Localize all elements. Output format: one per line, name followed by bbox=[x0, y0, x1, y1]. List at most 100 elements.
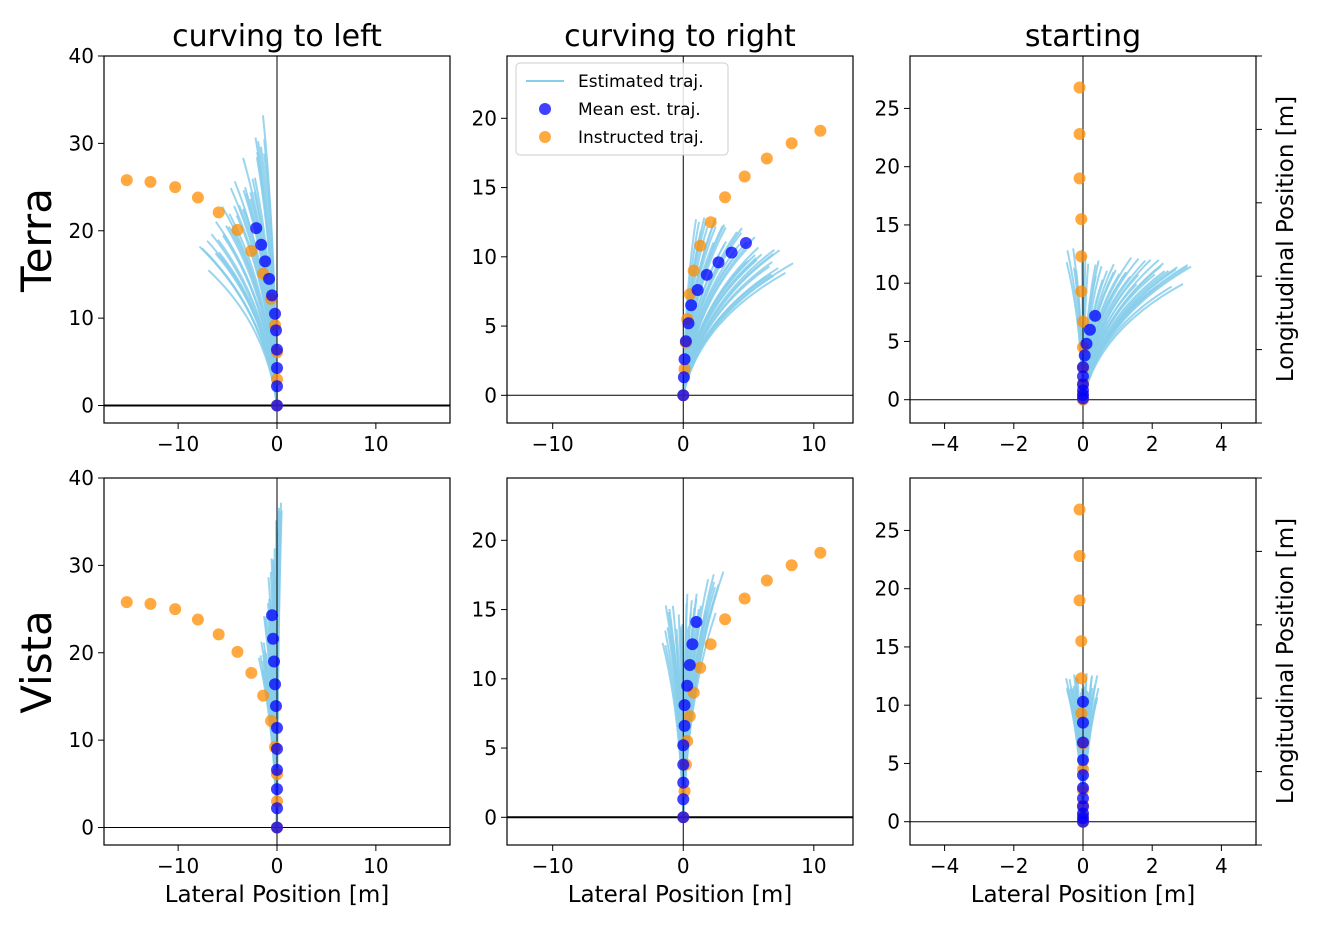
legend-instructed-label: Instructed traj. bbox=[578, 128, 704, 148]
x-tick-label: −2 bbox=[999, 432, 1028, 456]
instructed-point bbox=[704, 216, 717, 229]
x-tick-label: 10 bbox=[363, 432, 388, 456]
mean-point bbox=[271, 343, 283, 356]
instructed-point bbox=[694, 661, 707, 674]
mean-point bbox=[685, 299, 698, 312]
y-tick-label: 0 bbox=[887, 810, 900, 834]
mean-point bbox=[271, 361, 283, 374]
instructed-point bbox=[191, 613, 204, 626]
legend-instructed-swatch bbox=[539, 131, 551, 143]
legend-mean-label: Mean est. traj. bbox=[578, 100, 701, 120]
mean-point bbox=[677, 739, 690, 752]
x-tick-label: 2 bbox=[1146, 854, 1159, 878]
instructed-point bbox=[1077, 315, 1089, 328]
x-tick-label: 0 bbox=[677, 432, 690, 456]
instructed-point bbox=[1075, 635, 1088, 648]
mean-point bbox=[266, 609, 279, 622]
instructed-point bbox=[245, 244, 258, 257]
x-tick-label: 0 bbox=[1077, 432, 1090, 456]
instructed-point bbox=[738, 170, 751, 183]
x-tick-label: 4 bbox=[1215, 854, 1228, 878]
instructed-point bbox=[760, 152, 773, 165]
instructed-point bbox=[1075, 213, 1088, 226]
instructed-point bbox=[704, 638, 717, 651]
instructed-point bbox=[1075, 285, 1088, 298]
legend-frame bbox=[515, 62, 729, 156]
x-tick-label: −2 bbox=[999, 854, 1028, 878]
col-title-starting: starting bbox=[1025, 19, 1141, 54]
x-tick-label: 2 bbox=[1146, 432, 1159, 456]
panel-plot-1 bbox=[507, 56, 853, 423]
ylabel-bottom: Longitudinal Position [m] bbox=[1273, 518, 1299, 804]
instructed-point bbox=[785, 559, 798, 572]
mean-point bbox=[1077, 753, 1089, 766]
mean-point bbox=[678, 719, 691, 732]
x-tick-label: 0 bbox=[271, 854, 284, 878]
y-tick-label: 20 bbox=[69, 641, 94, 665]
instructed-point bbox=[169, 603, 182, 616]
mean-point bbox=[268, 655, 281, 668]
y-tick-label: 25 bbox=[875, 96, 900, 120]
x-tick-label: 0 bbox=[1077, 854, 1090, 878]
instructed-point bbox=[1075, 672, 1088, 685]
mean-point bbox=[1083, 323, 1096, 336]
mean-point bbox=[1080, 337, 1093, 350]
instructed-point bbox=[1075, 707, 1088, 720]
x-tick-label: 4 bbox=[1215, 432, 1228, 456]
mean-point bbox=[271, 783, 283, 796]
y-tick-label: 30 bbox=[69, 131, 94, 155]
y-tick-label: 10 bbox=[472, 667, 497, 691]
mean-point bbox=[271, 821, 283, 834]
y-tick-label: 20 bbox=[875, 155, 900, 179]
mean-point bbox=[271, 742, 283, 755]
mean-point bbox=[270, 324, 283, 337]
y-tick-label: 15 bbox=[875, 213, 900, 237]
mean-point bbox=[712, 256, 725, 269]
mean-point bbox=[686, 638, 699, 651]
xlabel-left: Lateral Position [m] bbox=[165, 882, 390, 908]
instructed-point bbox=[719, 613, 732, 626]
col-title-right: curving to right bbox=[564, 19, 796, 54]
mean-point bbox=[1077, 695, 1089, 708]
row-title-vista: Vista bbox=[12, 610, 61, 714]
mean-point bbox=[682, 317, 695, 330]
mean-point bbox=[1089, 309, 1102, 322]
mean-point bbox=[263, 272, 276, 285]
mean-point bbox=[271, 380, 283, 393]
y-tick-label: 10 bbox=[875, 271, 900, 295]
xlabel-right: Lateral Position [m] bbox=[568, 882, 793, 908]
x-tick-label: 10 bbox=[363, 854, 388, 878]
x-tick-label: 10 bbox=[801, 432, 826, 456]
instructed-point bbox=[738, 592, 751, 605]
y-tick-label: 0 bbox=[887, 388, 900, 412]
panel-frame bbox=[506, 477, 854, 846]
panel-plot-0 bbox=[104, 56, 450, 423]
y-tick-label: 25 bbox=[875, 518, 900, 542]
mean-point bbox=[677, 776, 690, 789]
instructed-point bbox=[144, 175, 157, 188]
mean-point bbox=[250, 222, 263, 235]
legend-estimated-label: Estimated traj. bbox=[578, 72, 703, 92]
instructed-point bbox=[814, 124, 827, 137]
y-tick-label: 20 bbox=[472, 528, 497, 552]
mean-point bbox=[677, 758, 690, 771]
y-tick-label: 30 bbox=[69, 553, 94, 577]
mean-point bbox=[267, 632, 280, 645]
legend-mean-swatch bbox=[539, 103, 551, 115]
instructed-point bbox=[1073, 503, 1086, 516]
y-tick-label: 5 bbox=[887, 751, 900, 775]
instructed-point bbox=[231, 645, 244, 658]
mean-point bbox=[1077, 361, 1089, 374]
y-tick-label: 40 bbox=[69, 44, 94, 68]
y-tick-label: 40 bbox=[69, 466, 94, 490]
legend: Estimated traj. Mean est. traj. Instruct… bbox=[515, 62, 729, 156]
y-tick-label: 0 bbox=[484, 805, 497, 829]
y-tick-label: 0 bbox=[484, 383, 497, 407]
mean-point bbox=[683, 658, 696, 671]
mean-point bbox=[1078, 349, 1091, 362]
mean-point bbox=[677, 389, 690, 402]
instructed-point bbox=[719, 191, 732, 204]
instructed-point bbox=[694, 239, 707, 252]
instructed-point bbox=[212, 628, 225, 641]
